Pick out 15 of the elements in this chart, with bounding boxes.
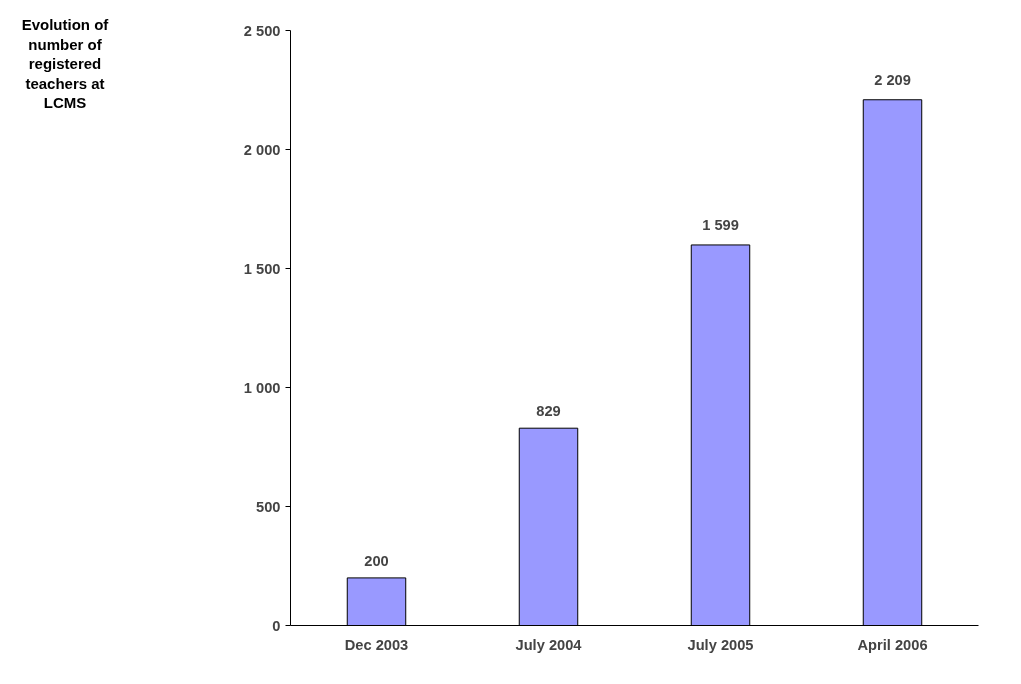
data-label: 2 209 [874,71,911,88]
x-tick-label: Dec 2003 [344,636,409,653]
y-tick-label: 0 [272,617,281,634]
y-tick-label: 2 500 [243,22,281,39]
y-tick-label: 2 000 [243,141,281,158]
data-label: 1 599 [702,216,739,233]
x-tick-label: April 2006 [857,636,928,653]
data-label: 829 [536,403,561,420]
text: Evolution of number of registered teachers at LCMS [20,15,110,113]
y-tick-label: 1 500 [243,260,281,277]
x-tick-label: July 2005 [687,636,754,653]
x-tick-label: July 2004 [515,636,583,653]
y-tick-label: 1 000 [243,379,281,396]
y-tick-label: 500 [256,498,281,515]
data-label: 200 [364,552,389,569]
